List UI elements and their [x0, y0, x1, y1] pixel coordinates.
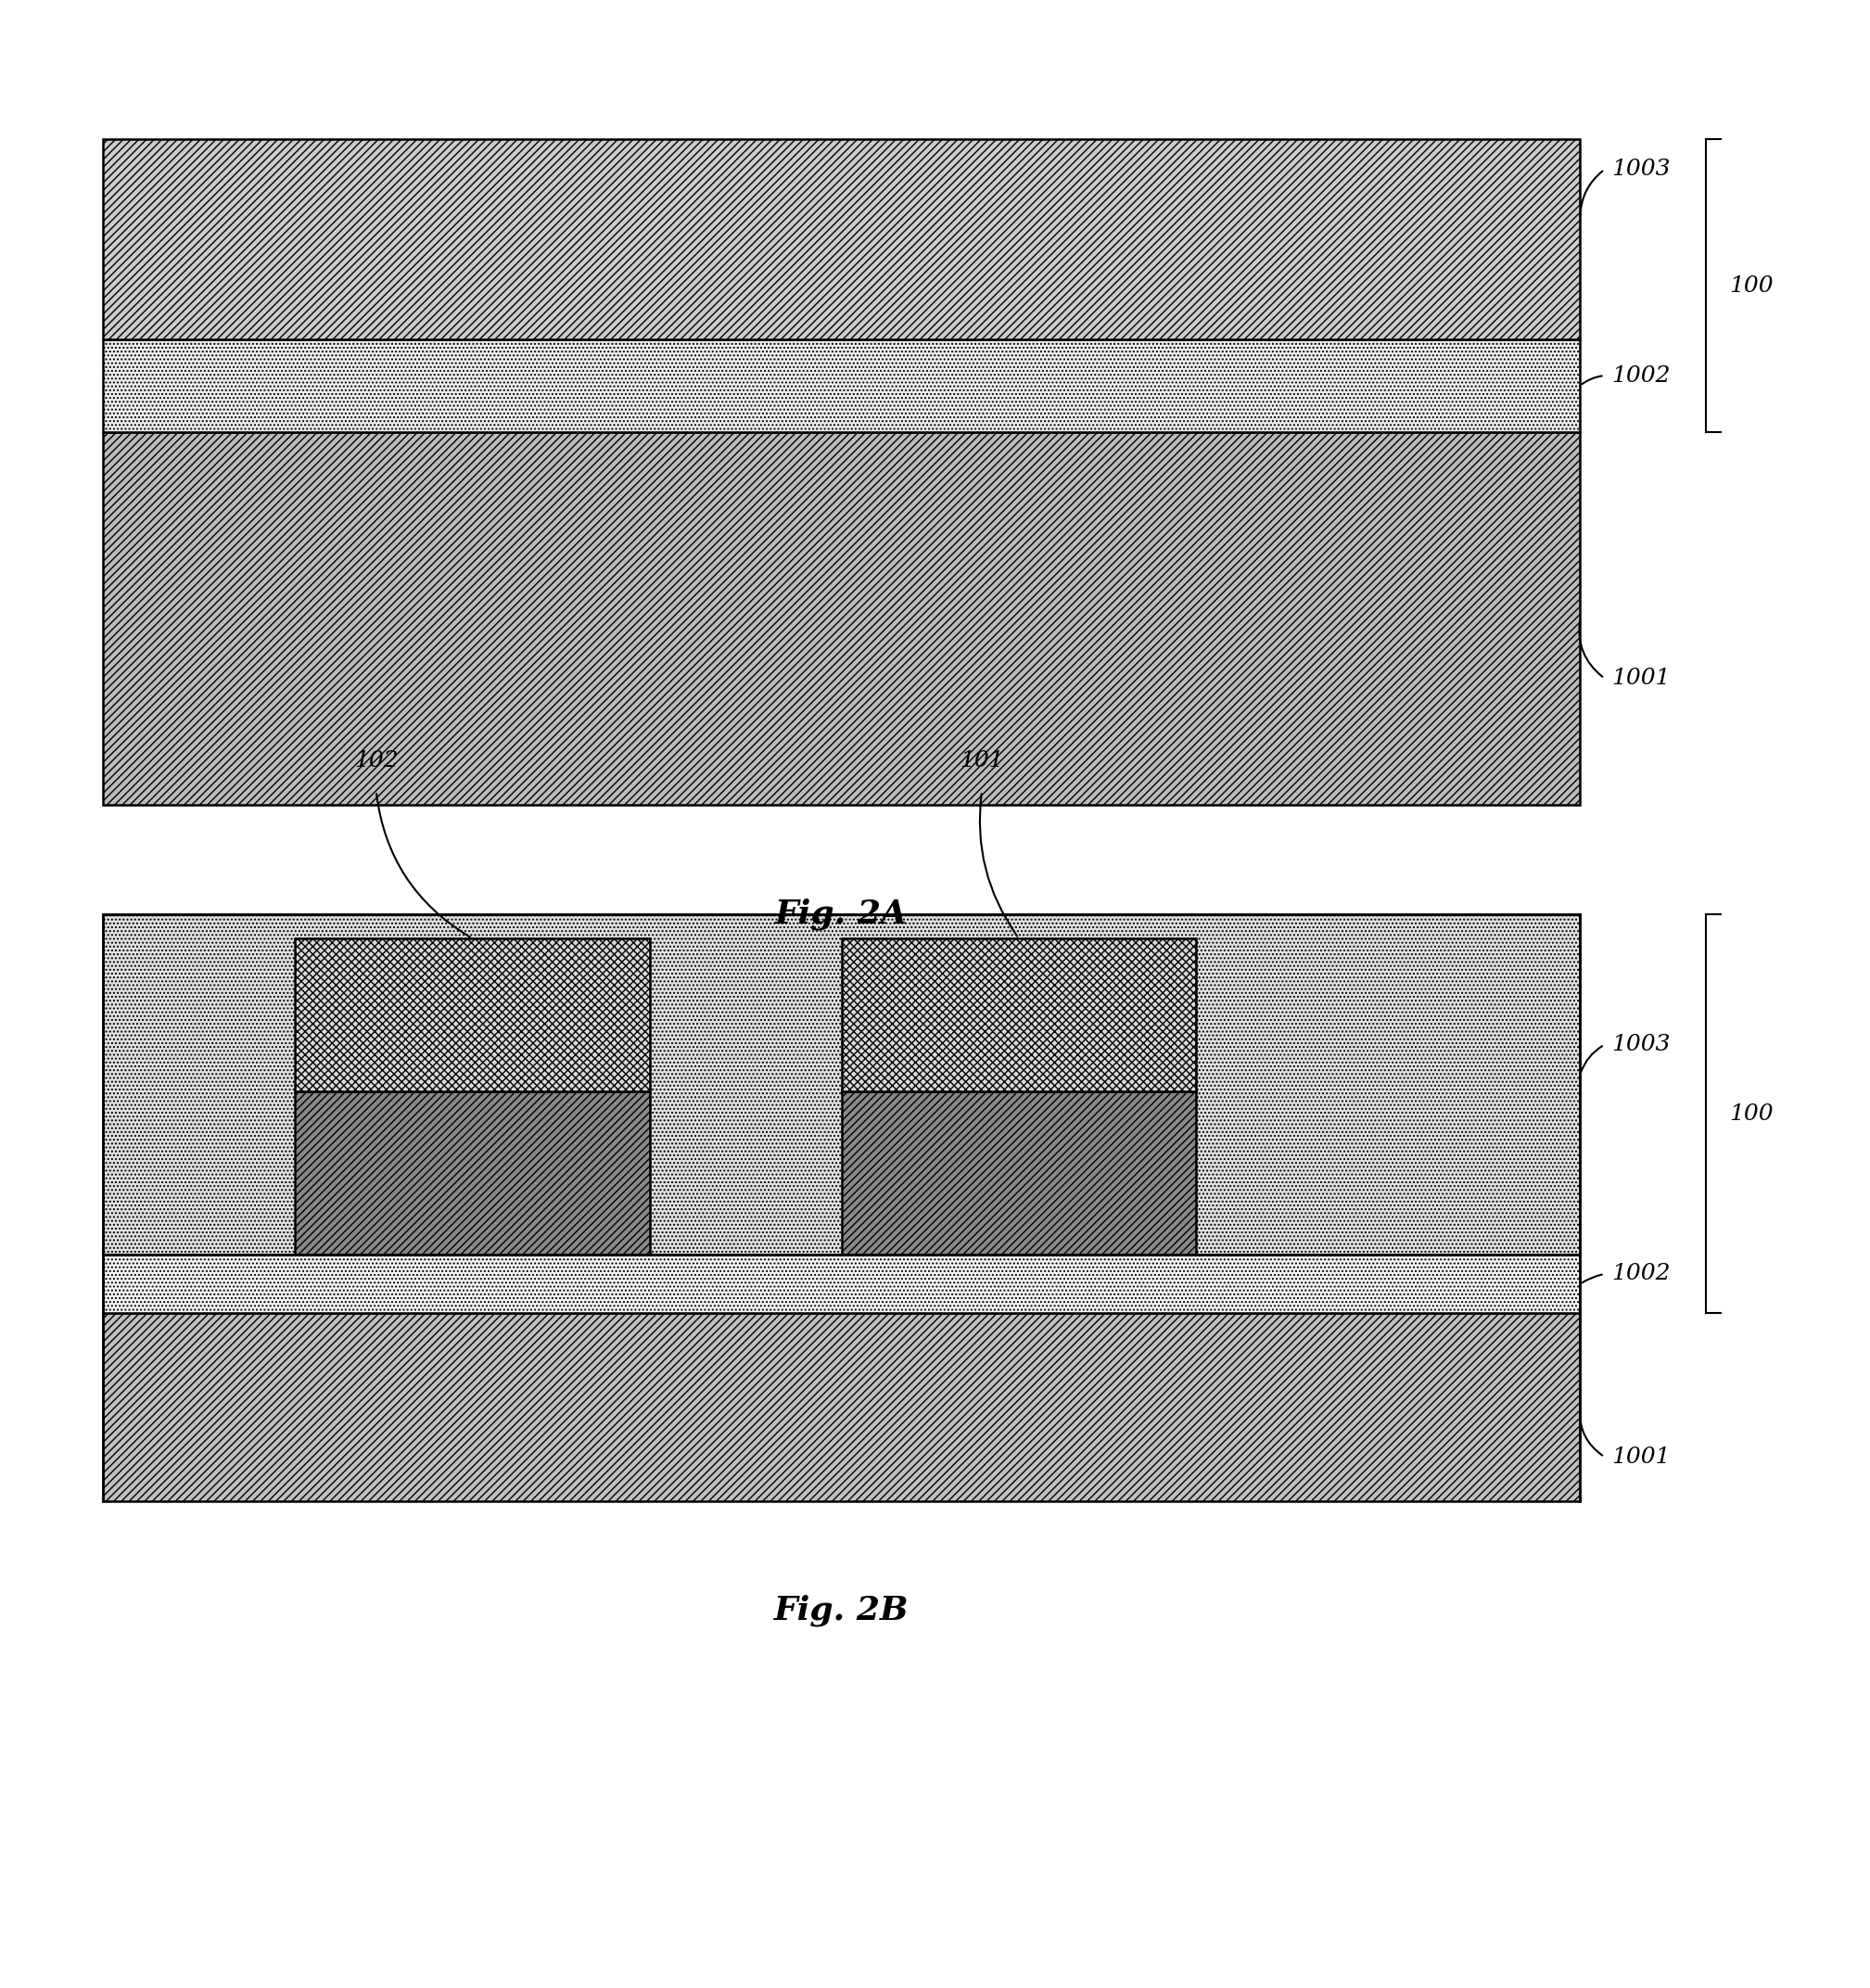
Bar [103, 139, 1580, 338]
Text: 100: 100 [1730, 1103, 1775, 1125]
Text: 1003: 1003 [1612, 1034, 1670, 1056]
Bar [103, 431, 1580, 805]
Bar [103, 1314, 1580, 1501]
Text: 1002: 1002 [1612, 366, 1670, 386]
Text: 1001: 1001 [1612, 1445, 1670, 1467]
Bar [103, 1254, 1580, 1314]
Text: 100: 100 [1730, 274, 1775, 296]
Text: Fig. 2A: Fig. 2A [776, 899, 907, 930]
Text: 102: 102 [353, 749, 398, 771]
Bar [103, 338, 1580, 431]
Text: 101: 101 [959, 749, 1004, 771]
Bar [103, 914, 1580, 1254]
Text: Fig. 2B: Fig. 2B [774, 1594, 909, 1626]
Text: 1003: 1003 [1612, 159, 1670, 181]
Text: 1002: 1002 [1612, 1262, 1670, 1284]
Text: 1001: 1001 [1612, 668, 1670, 690]
Bar [295, 1091, 649, 1254]
Bar [841, 938, 1197, 1091]
Bar [841, 1091, 1197, 1254]
Bar [295, 938, 649, 1091]
